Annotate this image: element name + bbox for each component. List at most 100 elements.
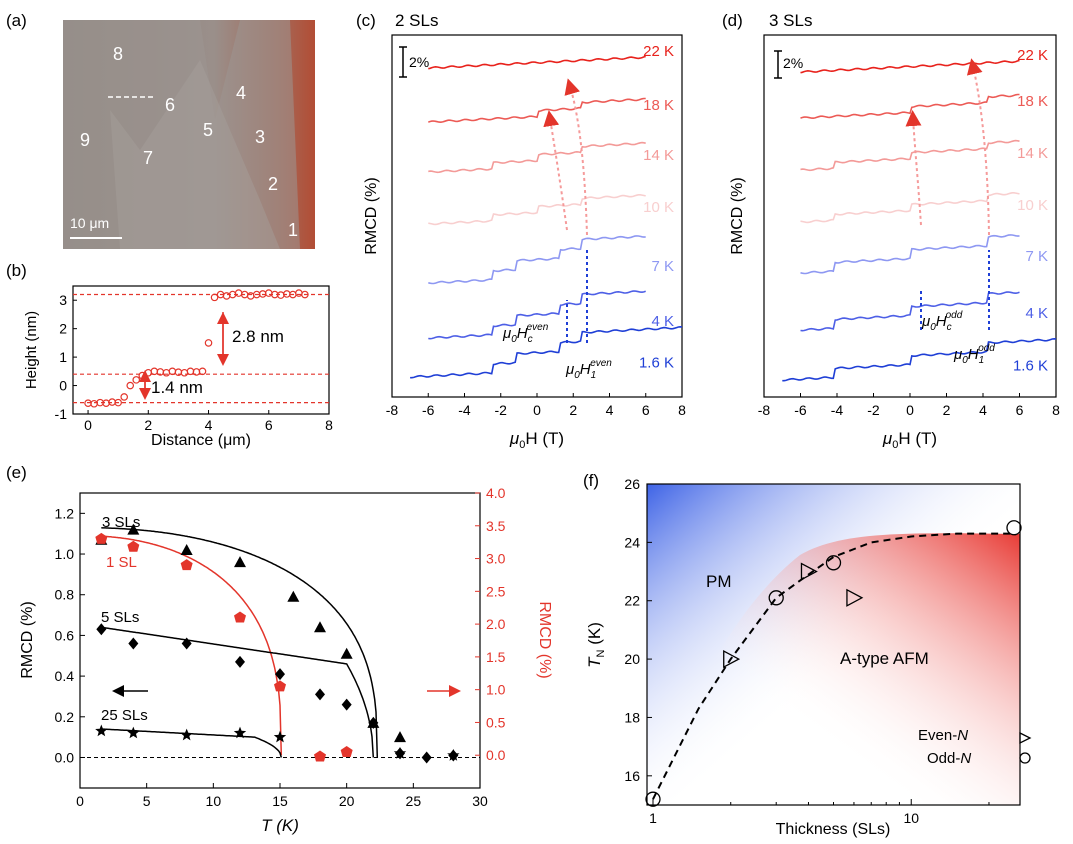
fit-curve [101,535,283,756]
temp-label: 4 K [1025,305,1048,322]
h1-label-d: μ0H1odd [953,343,995,366]
profile-point [120,393,129,401]
panel-b: (b) 0 2 4 6 8 -1 0 1 2 3 2.8 nm 1.4 nm Height (nm… [6,261,333,449]
x-tick-label: 25 [406,793,422,809]
x-tick-label: 6 [1016,402,1024,418]
y-tick-label: 0.6 [55,627,75,643]
f-ticks: 16 18 20 22 24 26 1 10 [624,476,990,826]
panel-e: (e) 0 5 10 15 20 25 30 0.0 0.2 0.4 0.6 0.8 1.0 1.2 0.0… [6,463,553,835]
rmcd-curve [800,234,1020,275]
x-tick-label: 1 [649,810,657,826]
x-tick-label: 10 [903,810,919,826]
profile-point [126,381,135,390]
y-tick-label: 2 [59,321,67,337]
x-tick-label: 2 [943,402,951,418]
e-xlabel: T (K) [261,816,299,835]
odd-n-point [645,791,661,807]
profile-point [90,399,98,408]
temp-label: 1.6 K [639,355,674,372]
profile-point [168,367,177,376]
y-tick-label: -1 [55,406,68,422]
x-tick-label: -2 [495,402,508,418]
x-tick-label: 4 [606,402,614,418]
profile-point [222,292,231,300]
fit-curve [101,527,379,758]
step2-label: 2.8 nm [232,327,284,346]
x-tick-label: 5 [143,793,151,809]
rmcd-curve [428,97,646,124]
rmcd-curve [800,192,1020,224]
x-tick-label: 2 [569,402,577,418]
temp-label: 10 K [1017,197,1048,214]
y-tick-label: 20 [624,651,640,667]
d-temp-labels: 22 K 18 K 14 K 10 K 7 K 4 K 1.6 K [1013,47,1048,374]
data-point-star [273,730,287,743]
x-tick-label: 0 [76,793,84,809]
c-xlabel: μ0H (T) [509,429,564,451]
profile-point [192,368,201,376]
panel-a: (a) 8 6 4 5 3 9 7 2 1 10 μm [6,11,315,249]
legend-odd-marker [1019,752,1031,764]
data-point-diamond [128,637,139,650]
data-point-pentagon [274,680,286,692]
x-tick-label: 8 [325,417,333,433]
data-point-triangle [340,647,353,659]
region-label: 7 [143,148,153,168]
y-tick-label: 1.0 [55,546,75,562]
profile-point [132,376,141,384]
data-point-pentagon [127,540,140,552]
x-tick-label: 0 [84,417,92,433]
data-point-triangle [180,543,193,555]
rmcd-curve [428,55,646,70]
d-ticks: -8 -6 -4 -2 0 2 4 6 8 [758,393,1060,418]
e-ylabel-right: RMCD (%) [536,601,553,678]
rmcd-curve [800,93,1020,120]
data-point-diamond [341,698,352,711]
y-tick-label: 0.8 [55,587,75,603]
y-tick-label: 3 [59,292,67,308]
profile-point [204,339,213,347]
series-label-3sl: 3 SLs [102,514,140,531]
data-point-diamond [315,688,325,701]
data-point-triangle [287,590,300,602]
x-tick-label: 4 [979,402,987,418]
panel-c-tag: (c) [356,11,376,30]
temp-label: 7 K [1025,248,1048,265]
profile-point [246,292,255,300]
step1-label: 1.4 nm [151,378,203,397]
f-data [645,520,1022,807]
data-point-star [127,726,140,739]
data-point-triangle [127,523,140,535]
b-ticks: 0 2 4 6 8 -1 0 1 2 3 [55,292,334,433]
d-ylabel: RMCD (%) [729,177,746,254]
data-point-star [180,728,193,741]
profile-point [295,289,303,297]
hc-label: μ0Hceven [502,322,549,345]
pm-label: PM [706,572,732,591]
c-curves [410,55,683,379]
data-point-diamond [181,637,192,650]
y-tick-label-right: 1.5 [486,649,506,665]
y-tick-label: 18 [624,709,640,725]
legend-even-marker [1019,731,1032,745]
profile-point [180,368,189,377]
profile-point [162,368,171,377]
h1-trend-arrow-d [966,58,990,236]
profile-point [264,289,273,297]
temp-label: 14 K [643,147,674,164]
d-curves [782,59,1057,382]
data-point-pentagon [340,745,353,757]
region-label: 4 [236,83,246,103]
x-tick-label: -4 [831,402,844,418]
h1-trend-arrow [564,78,588,236]
x-tick-label: 10 [206,793,222,809]
x-tick-label: 8 [678,402,686,418]
afm-region [647,533,1020,805]
region-label: 2 [268,174,278,194]
y-tick-label: 24 [624,534,640,550]
flake-terrace [63,20,300,249]
flake-terrace-2 [110,60,280,249]
y-tick-label: 0.2 [55,709,75,725]
y-tick-label: 1 [59,349,67,365]
rmcd-curve [428,194,646,226]
